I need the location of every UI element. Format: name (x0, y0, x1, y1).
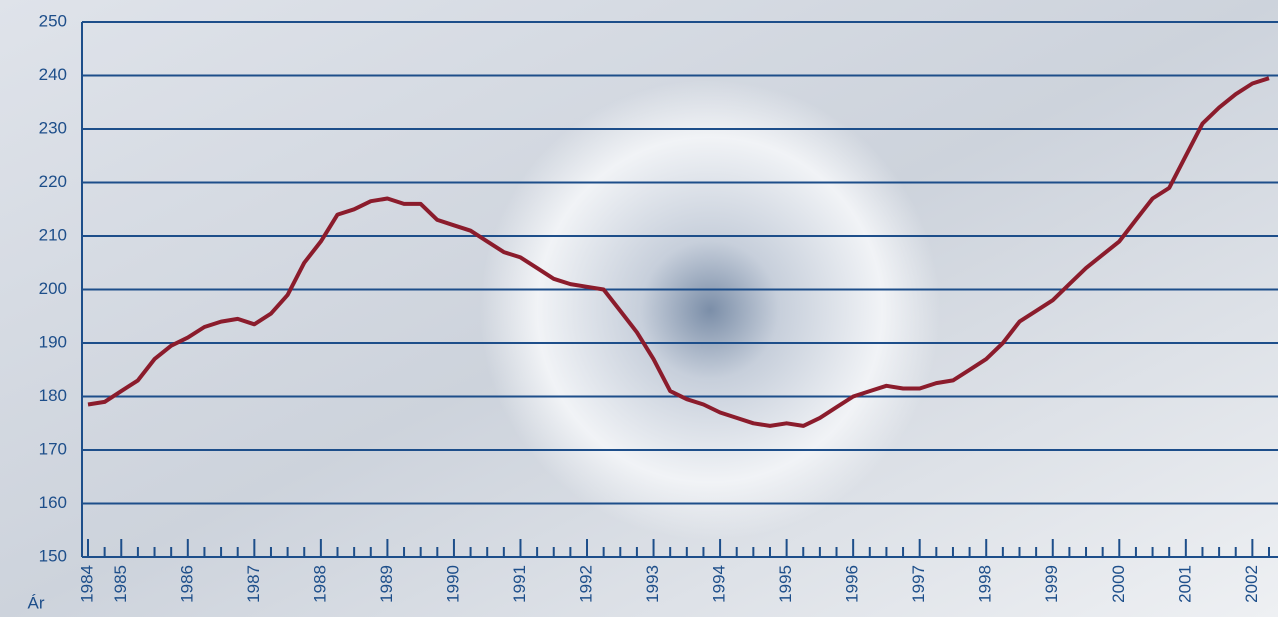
x-tick-label: 1990 (443, 565, 462, 603)
y-tick-label: 240 (39, 65, 67, 84)
x-tick-label: 1998 (976, 565, 995, 603)
x-tick-label: 1985 (111, 565, 130, 603)
x-tick-label: 2002 (1242, 565, 1261, 603)
x-tick-label: 1994 (710, 565, 729, 603)
x-tick-label: 1999 (1042, 565, 1061, 603)
background-decoration (480, 80, 940, 540)
y-tick-label: 160 (39, 493, 67, 512)
y-tick-label: 220 (39, 172, 67, 191)
x-tick-label: 1987 (244, 565, 263, 603)
x-tick-label: 1992 (576, 565, 595, 603)
y-tick-label: 200 (39, 279, 67, 298)
chart: Ár 150 160 170 180 190 200 210 220 230 240 250 1984… (0, 0, 1278, 617)
y-tick-label: 250 (39, 11, 67, 30)
y-tick-label: 230 (39, 118, 67, 137)
y-tick-label: 170 (39, 439, 67, 458)
y-tick-label: 180 (39, 386, 67, 405)
x-tick-label: 1996 (843, 565, 862, 603)
y-tick-label: 150 (39, 546, 67, 565)
x-tick-label: 1984 (77, 565, 96, 603)
y-tick-label: 190 (39, 332, 67, 351)
x-axis-label: Ár (28, 593, 45, 612)
x-tick-label: 1991 (510, 565, 529, 603)
x-tick-label: 1993 (643, 565, 662, 603)
x-tick-label: 1988 (310, 565, 329, 603)
x-tick-label: 1997 (909, 565, 928, 603)
x-tick-label: 2001 (1175, 565, 1194, 603)
x-tick-label: 1989 (377, 565, 396, 603)
x-tick-label: 1995 (776, 565, 795, 603)
y-tick-label: 210 (39, 225, 67, 244)
x-tick-label: 2000 (1109, 565, 1128, 603)
x-tick-label: 1986 (177, 565, 196, 603)
